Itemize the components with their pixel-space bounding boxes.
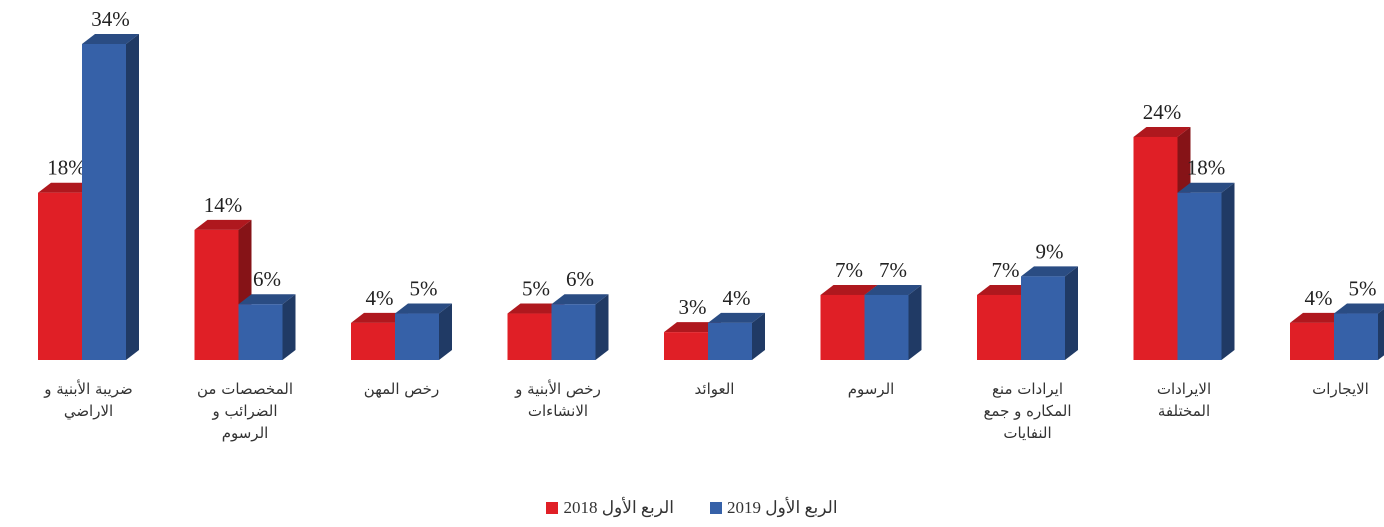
- bar-front: [38, 192, 82, 360]
- bar-side: [126, 34, 139, 360]
- bar-top: [1290, 312, 1347, 323]
- x-tick-label: ضريبة الأبنية و الاراضي: [44, 380, 133, 420]
- data-label: 7%: [992, 258, 1020, 282]
- bar-side: [282, 294, 296, 360]
- data-label: 5%: [410, 277, 438, 301]
- x-tick-label: المخصصات من الضرائب و الرسوم: [196, 380, 294, 442]
- bar: [1334, 303, 1384, 360]
- data-label: 5%: [1349, 277, 1377, 301]
- data-label: 9%: [1036, 239, 1064, 263]
- bar-front: [1334, 313, 1378, 360]
- bar-side: [1221, 182, 1235, 360]
- legend-label: الربع الأول 2019: [727, 498, 838, 517]
- legend-item: الربع الأول 2018: [546, 498, 674, 518]
- bar-top: [1177, 182, 1235, 193]
- bar: [82, 34, 139, 360]
- bar-top: [194, 219, 252, 230]
- x-tick-label: العوائد: [694, 380, 735, 398]
- bar-front: [1177, 192, 1222, 360]
- bar-front: [507, 313, 552, 360]
- bar: [708, 312, 765, 360]
- bar-front: [551, 304, 596, 360]
- bar-top: [864, 284, 922, 295]
- data-label: 34%: [91, 7, 130, 31]
- legend: الربع الأول 2018 الربع الأول 2019: [0, 498, 1384, 518]
- data-label: 24%: [1143, 100, 1182, 124]
- bar-top: [38, 182, 95, 193]
- data-label: 3%: [679, 295, 707, 319]
- bar-front: [820, 294, 865, 360]
- bar-front: [238, 304, 283, 360]
- data-label: 18%: [47, 156, 86, 180]
- bar: [864, 284, 922, 360]
- data-label: 18%: [1187, 156, 1226, 180]
- legend-swatch: [710, 502, 722, 514]
- legend-swatch: [546, 502, 559, 514]
- bar: [1021, 266, 1078, 360]
- bar-top: [820, 284, 878, 295]
- data-label: 6%: [253, 267, 281, 291]
- bar: [1177, 182, 1235, 360]
- data-label: 7%: [835, 258, 863, 282]
- x-tick-label: ايرادات منع المكاره و جمع النفايات: [983, 380, 1072, 442]
- bar-front: [1021, 276, 1065, 360]
- x-tick-label: رخص الأبنية و الانشاءات: [515, 380, 601, 420]
- bar-side: [439, 303, 452, 360]
- bar-side: [1065, 266, 1078, 360]
- bar-top: [1334, 303, 1384, 314]
- data-label: 6%: [566, 267, 594, 291]
- bar-side: [595, 294, 609, 360]
- data-label: 4%: [723, 286, 751, 310]
- bar-side: [1378, 308, 1384, 360]
- bar: [194, 219, 252, 360]
- legend-label: الربع الأول 2018: [563, 498, 674, 517]
- bar-side: [908, 284, 922, 360]
- bar-top: [82, 34, 139, 44]
- bar: [395, 303, 452, 360]
- bar-top: [395, 303, 452, 314]
- bar-top: [238, 294, 296, 305]
- data-label: 4%: [366, 286, 394, 310]
- bar-top: [708, 312, 765, 323]
- bar: [551, 294, 609, 360]
- x-tick-label: الايرادات المختلفة: [1156, 380, 1212, 420]
- bar-top: [977, 284, 1034, 295]
- bar-front: [395, 313, 439, 360]
- bar-side: [752, 312, 765, 360]
- x-tick-label: رخص المهن: [363, 380, 440, 398]
- bar: [238, 294, 296, 360]
- bar-front: [664, 332, 708, 360]
- bar-front: [194, 229, 239, 360]
- bar-front: [708, 322, 752, 360]
- bar-top: [1133, 126, 1191, 137]
- bar-top: [351, 312, 408, 323]
- x-tick-label: الايجارات: [1312, 380, 1369, 398]
- data-label: 5%: [522, 277, 550, 301]
- data-label: 4%: [1305, 286, 1333, 310]
- bar-front: [1290, 322, 1334, 360]
- bar-front: [864, 294, 909, 360]
- x-tick-label: الرسوم: [847, 380, 895, 398]
- data-label: 7%: [879, 258, 907, 282]
- bar-top: [507, 303, 565, 314]
- bar-front: [1133, 136, 1178, 360]
- bar-top: [1021, 266, 1078, 277]
- bar-top: [551, 294, 609, 305]
- data-label: 14%: [204, 193, 243, 217]
- bar-front: [82, 44, 126, 360]
- bar-front: [351, 322, 395, 360]
- bar-front: [977, 294, 1021, 360]
- bar-top: [664, 322, 721, 333]
- legend-item: الربع الأول 2019: [710, 498, 838, 518]
